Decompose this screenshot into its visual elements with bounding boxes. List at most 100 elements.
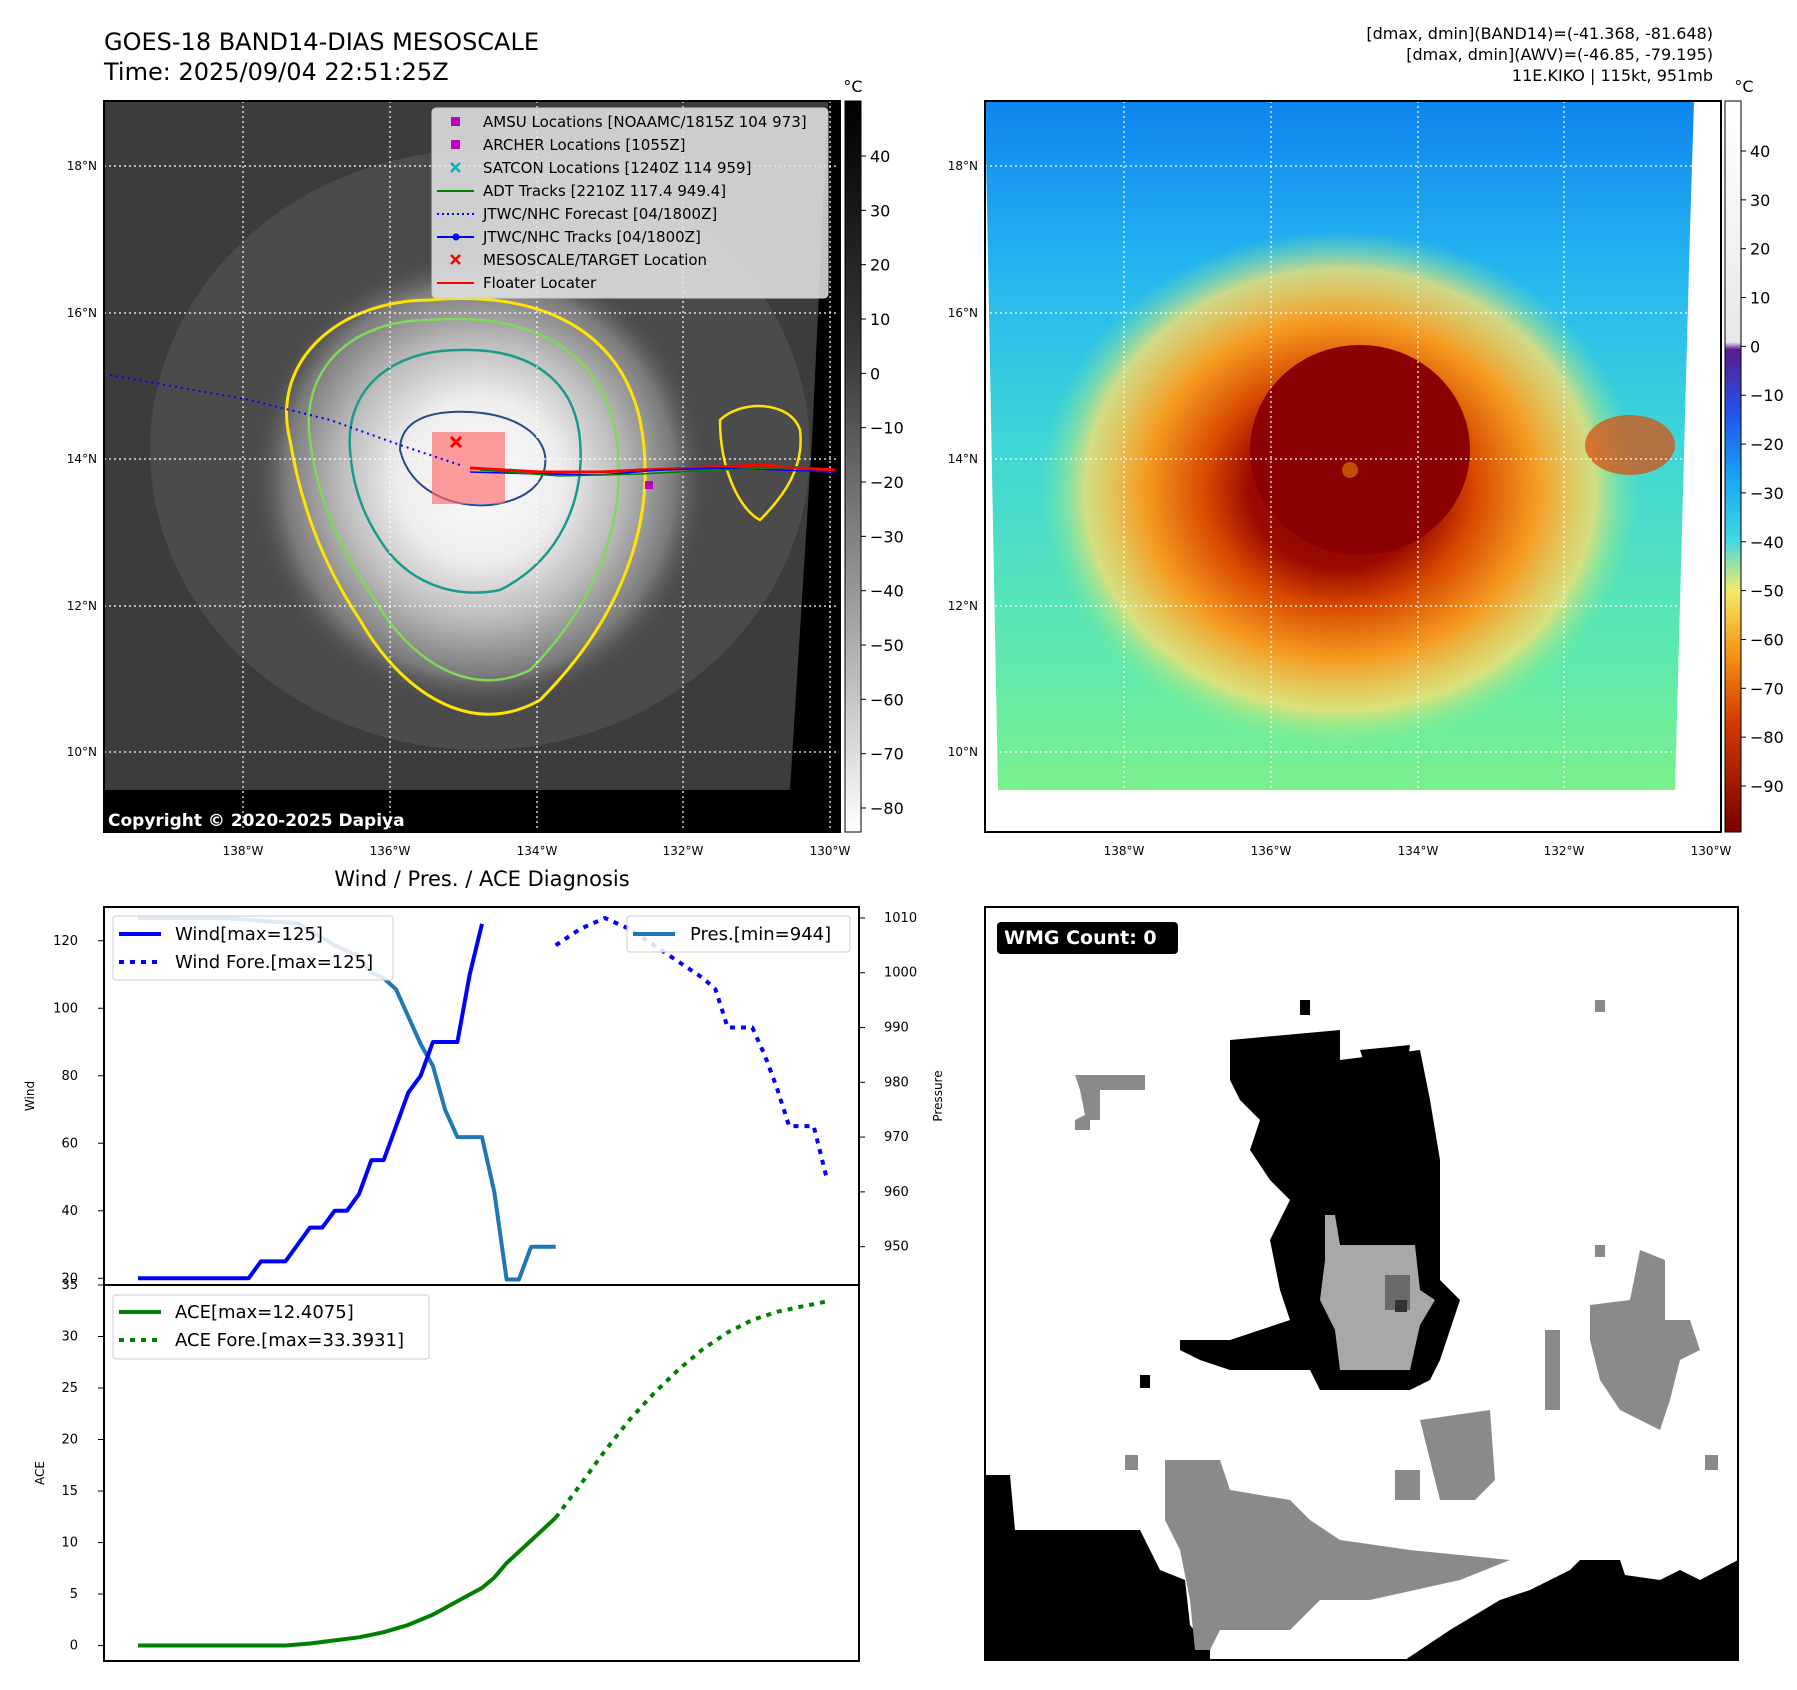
pressure-legend-label: Pres.[min=944]	[690, 924, 831, 945]
wind-y-tick-label: 100	[53, 1001, 78, 1016]
right-map-east-convection	[1585, 415, 1675, 475]
lat-tick-label: 14°N	[67, 452, 97, 466]
wmg-frame	[984, 906, 1739, 1661]
left-map-legend: AMSU Locations [NOAAMC/1815Z 104 973] ARC…	[431, 107, 829, 299]
ace-y-tick-label: 20	[61, 1433, 78, 1448]
colorbar-tick-label: 0	[1750, 337, 1760, 356]
colorbar-tick-label: 40	[1750, 142, 1770, 161]
right-map-lon-ticks: 138°W 136°W 134°W 132°W 130°W	[1104, 844, 1732, 858]
lon-tick-label: 134°W	[1398, 844, 1439, 858]
legend-marker	[450, 162, 461, 173]
wmg-count-badge	[997, 922, 1178, 954]
right-map-storm-core	[1250, 345, 1470, 555]
ace-y-tick-label: 15	[61, 1484, 78, 1499]
lon-tick-label: 132°W	[1544, 844, 1585, 858]
ace-axis-label: ACE	[33, 1461, 47, 1485]
wmg-core	[1320, 1215, 1435, 1370]
pressure-legend-box	[626, 915, 851, 953]
left-map-contour-green	[307, 317, 621, 682]
colorbar-tick-label: −30	[1750, 484, 1784, 503]
left-map-contour-teal	[348, 348, 582, 594]
colorbar-tick-label: 30	[870, 201, 890, 220]
right-colorbar	[1724, 100, 1742, 833]
colorbar-tick-label: −50	[870, 636, 904, 655]
pressure-y-tick-label: 960	[884, 1185, 909, 1200]
lat-tick-label: 14°N	[948, 452, 978, 466]
wmg-eye-center	[1395, 1300, 1407, 1312]
ace-y-tick-label: 10	[61, 1536, 78, 1551]
colorbar-tick-label: −70	[870, 745, 904, 764]
wind-y-tick-label: 20	[61, 1271, 78, 1286]
lat-tick-label: 10°N	[67, 745, 97, 759]
colorbar-tick-label: −50	[1750, 582, 1784, 601]
lat-tick-label: 12°N	[948, 599, 978, 613]
left-map-contour-east	[718, 404, 802, 522]
colorbar-tick-label: 40	[870, 147, 890, 166]
wind-legend-label: Wind Fore.[max=125]	[175, 952, 373, 973]
right-map-lat-ticks: 18°N 16°N 14°N 12°N 10°N	[948, 159, 978, 759]
ace-y-tick-label: 0	[70, 1639, 78, 1654]
right-colorbar-ticks: 40 30 20 10 0 −10 −20 −30 −40 −50 −60 −70 −80 −90	[1741, 142, 1784, 796]
storm-info: 11E.KIKO | 115kt, 951mb	[1512, 66, 1713, 85]
legend-marker	[452, 233, 460, 241]
lat-tick-label: 12°N	[67, 599, 97, 613]
stat-band14: [dmax, dmin](BAND14)=(-41.368, -81.648)	[1366, 24, 1713, 43]
colorbar-tick-label: −20	[870, 473, 904, 492]
colorbar-tick-label: −80	[1750, 728, 1784, 747]
right-map-eye	[1342, 462, 1358, 478]
pressure-axis-label: Pressure	[931, 1070, 945, 1121]
left-colorbar	[844, 100, 862, 833]
lon-tick-label: 136°W	[1251, 844, 1292, 858]
wind-y-tick-label: 40	[61, 1204, 78, 1219]
lon-tick-label: 134°W	[517, 844, 558, 858]
ace-chart: 0 5 10 15 20 25 30 35 ACE[max=12.4075] ACE Fore.[…	[61, 1278, 827, 1654]
wmg-panel: WMG Count: 0	[984, 906, 1739, 1661]
lat-tick-label: 16°N	[948, 306, 978, 320]
ace-y-tick-label: 30	[61, 1330, 78, 1345]
lon-tick-label: 138°W	[223, 844, 264, 858]
ace-y-tick-label: 25	[61, 1381, 78, 1396]
left-colorbar-ticks: 40 30 20 10 0 −10 −20 −30 −40 −50 −60 −70 −80	[861, 147, 904, 818]
colorbar-tick-label: −20	[1750, 435, 1784, 454]
colorbar-tick-label: −60	[870, 690, 904, 709]
lon-tick-label: 136°W	[370, 844, 411, 858]
chart-title: Wind / Pres. / ACE Diagnosis	[334, 867, 629, 891]
wind-y-tick-label: 120	[53, 934, 78, 949]
legend-label: ARCHER Locations [1055Z]	[483, 136, 686, 154]
wind-y-tick-label: 80	[61, 1069, 78, 1084]
colorbar-tick-label: 30	[1750, 191, 1770, 210]
right-map-frame	[984, 100, 1722, 833]
figure-title: GOES-18 BAND14-DIAS MESOSCALE	[104, 28, 539, 56]
ace-legend-label: ACE Fore.[max=33.3931]	[175, 1330, 404, 1351]
left-map-lat-ticks: 18°N 16°N 14°N 12°N 10°N	[67, 159, 97, 759]
colorbar-tick-label: 0	[870, 364, 880, 383]
legend-label: AMSU Locations [NOAAMC/1815Z 104 973]	[483, 113, 807, 131]
legend-label: SATCON Locations [1240Z 114 959]	[483, 159, 751, 177]
ace-forecast-line	[554, 1299, 827, 1519]
colorbar-tick-label: −40	[870, 582, 904, 601]
amsu-marker	[645, 481, 653, 489]
legend-marker	[451, 117, 460, 126]
colorbar-tick-label: −10	[1750, 386, 1784, 405]
left-map-contour-yellow	[285, 297, 647, 716]
right-colorbar-unit: °C	[1734, 77, 1753, 96]
wmg-grey-regions	[1075, 1000, 1718, 1650]
right-map-grid	[985, 101, 1721, 832]
pressure-y-tick-label: 1000	[884, 966, 917, 981]
legend-marker	[451, 140, 460, 149]
ace-legend-box	[112, 1294, 430, 1360]
pressure-y-tick-label: 950	[884, 1240, 909, 1255]
legend-marker	[450, 254, 461, 265]
target-marker	[449, 435, 463, 449]
left-colorbar-unit: °C	[843, 77, 862, 96]
colorbar-tick-label: −90	[1750, 777, 1784, 796]
copyright: Copyright © 2020-2025 Dapiya	[108, 811, 405, 831]
legend-label: JTWC/NHC Forecast [04/1800Z]	[482, 205, 717, 223]
left-map-lon-ticks: 138°W 136°W 134°W 132°W 130°W	[223, 844, 851, 858]
colorbar-tick-label: 10	[1750, 289, 1770, 308]
wind-line	[138, 923, 484, 1281]
ace-y-tick-label: 35	[61, 1278, 78, 1293]
lon-tick-label: 130°W	[1691, 844, 1732, 858]
lat-tick-label: 16°N	[67, 306, 97, 320]
